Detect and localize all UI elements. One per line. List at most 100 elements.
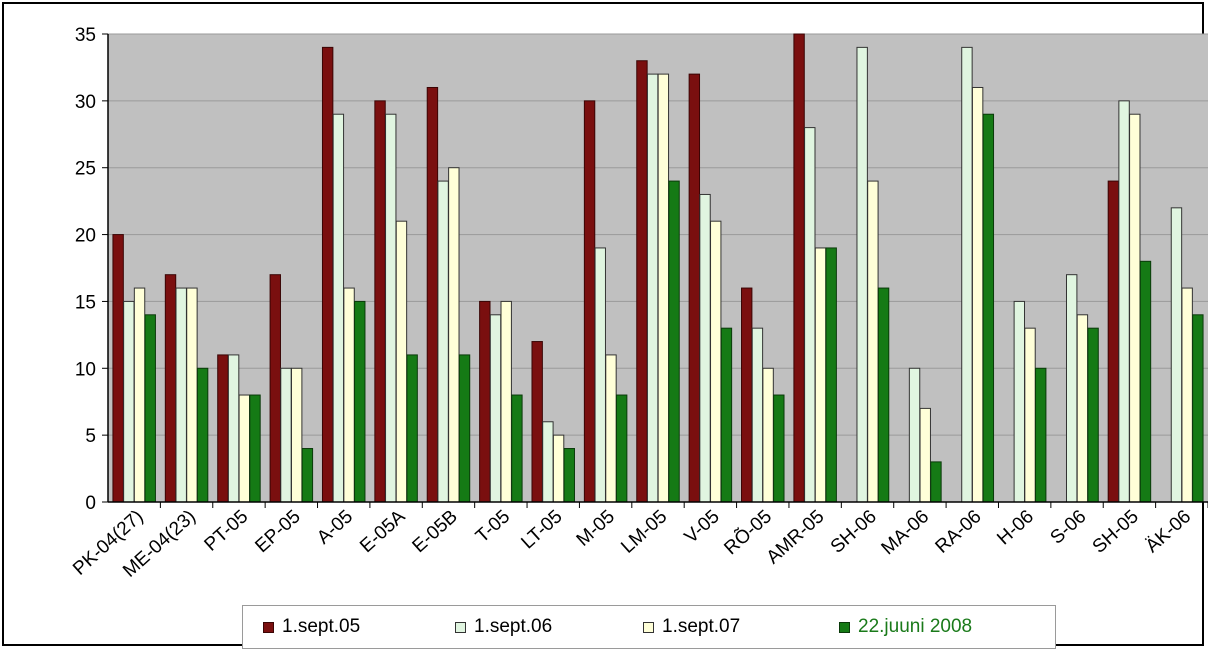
bar-s3-SH-05 [1129, 113, 1141, 503]
x-tick-label: LT-05 [517, 506, 566, 553]
y-tick-label: 20 [75, 226, 96, 247]
bar-s4-S-06 [1087, 327, 1099, 503]
y-tick-label: 0 [85, 493, 96, 514]
bar-s1-PT-05 [217, 354, 229, 503]
y-tick-label: 10 [75, 359, 96, 380]
x-tick-label: M-05 [573, 506, 619, 551]
bar-s1-LM-05 [636, 60, 648, 503]
legend-item-1: 1.sept.05 [263, 616, 360, 638]
bar-s3-E-05B [448, 167, 460, 503]
bar-s3-PK-04(27) [133, 287, 146, 503]
bar-s3-H-06 [1024, 327, 1036, 503]
bar-s1-EP-05 [269, 274, 281, 503]
bar-s1-T-05 [479, 300, 491, 503]
bar-s4-MA-06 [930, 461, 942, 503]
bar-s4-M-05 [615, 394, 628, 503]
x-tick-label: H-06 [993, 506, 1038, 549]
bar-s2-E-05A [385, 113, 397, 503]
bar-s2-AMR-05 [804, 127, 816, 503]
bar-s1-LT-05 [531, 341, 543, 503]
bar-s1-A-05 [321, 46, 334, 503]
legend-label-4: 22.juuni 2008 [858, 616, 973, 637]
bar-s4-H-06 [1035, 367, 1047, 503]
bar-s3-S-06 [1076, 314, 1089, 503]
legend: 1.sept.05 1.sept.06 1.sept.07 22.juuni 2… [242, 605, 1056, 649]
bar-s1-V-05 [688, 73, 701, 503]
bar-s2-EP-05 [280, 367, 292, 503]
x-tick-label: EP-05 [251, 506, 304, 557]
x-tick-label: RA-06 [932, 506, 986, 558]
x-tick-label: T-05 [472, 506, 514, 547]
bar-s3-SH-06 [867, 180, 879, 503]
bar-s2-S-06 [1065, 274, 1078, 503]
bar-s4-SH-06 [877, 287, 890, 503]
bar-s1-E-05A [374, 100, 386, 503]
bar-s3-LM-05 [657, 73, 670, 503]
legend-label-2: 1.sept.06 [474, 616, 553, 637]
y-tick-label: 5 [85, 426, 96, 447]
legend-item-4: 22.juuni 2008 [839, 616, 972, 638]
bar-s3-M-05 [605, 354, 617, 503]
y-tick-label: 30 [75, 92, 96, 113]
legend-swatch-3 [643, 621, 654, 633]
legend-swatch-2 [455, 621, 466, 633]
bar-s4-ÄK-06 [1192, 314, 1204, 503]
bar-s3-AMR-05 [814, 247, 827, 503]
bar-s4-ME-04(23) [196, 367, 209, 503]
bar-s4-E-05B [458, 354, 471, 503]
bar-s1-PK-04(27) [112, 234, 124, 503]
x-tick-label: ÄK-06 [1142, 506, 1195, 557]
bar-s1-E-05B [426, 86, 439, 503]
x-tick-label: AMR-05 [763, 506, 829, 568]
bar-s2-ÄK-06 [1170, 207, 1183, 503]
bar-s2-SH-05 [1118, 100, 1130, 503]
y-tick-label: 25 [75, 159, 96, 180]
bar-s1-ME-04(23) [164, 274, 177, 503]
bar-s2-RA-06 [961, 46, 973, 503]
bar-s3-T-05 [500, 300, 512, 503]
bar-s3-MA-06 [919, 407, 931, 503]
legend-item-3: 1.sept.07 [643, 616, 740, 638]
bar-s4-E-05A [406, 354, 418, 503]
bar-s3-EP-05 [290, 367, 303, 503]
bar-s4-SH-05 [1139, 260, 1152, 503]
x-tick-label: SH-06 [827, 506, 881, 558]
bar-s4-PK-04(27) [144, 314, 156, 503]
x-axis-ticks: PK-04(27)ME-04(23) PT-05 EP-05 A-05 E-05A E-0… [69, 502, 1208, 582]
bar-s3-ÄK-06 [1181, 287, 1193, 503]
bar-s2-LM-05 [646, 73, 659, 503]
bar-s2-T-05 [489, 314, 502, 503]
bar-s1-AMR-05 [793, 33, 805, 503]
x-tick-label: V-05 [681, 506, 724, 548]
bar-s3-RÕ-05 [762, 367, 774, 503]
bar-s2-M-05 [594, 247, 606, 503]
y-tick-label: 35 [75, 25, 96, 46]
bar-s4-LT-05 [563, 448, 575, 503]
x-tick-label: MA-06 [878, 506, 934, 559]
bar-s2-SH-06 [856, 46, 868, 503]
x-tick-label: PT-05 [201, 506, 253, 556]
bar-s2-A-05 [332, 113, 345, 503]
bar-s2-ME-04(23) [175, 287, 187, 503]
bar-s3-V-05 [710, 220, 722, 503]
x-tick-label: LM-05 [617, 506, 671, 558]
x-tick-label: E-05B [409, 506, 462, 557]
bar-s4-LM-05 [668, 180, 680, 503]
legend-swatch-4 [839, 621, 850, 633]
y-axis-ticks: 0 5 10 15 20 25 30 35 [75, 25, 108, 514]
bar-s2-V-05 [699, 193, 711, 503]
bar-s1-RÕ-05 [741, 287, 753, 503]
x-tick-label: SH-05 [1089, 506, 1143, 558]
bar-s1-M-05 [583, 100, 596, 503]
bar-s2-PK-04(27) [123, 300, 135, 503]
bar-s3-LT-05 [552, 434, 565, 503]
bar-s1-SH-05 [1107, 180, 1120, 503]
legend-label-1: 1.sept.05 [282, 616, 361, 637]
x-tick-label: A-05 [313, 506, 357, 548]
bar-s2-RÕ-05 [751, 327, 764, 503]
bar-s4-V-05 [720, 327, 733, 503]
bar-s4-PT-05 [249, 394, 261, 503]
bar-s4-A-05 [354, 300, 366, 503]
